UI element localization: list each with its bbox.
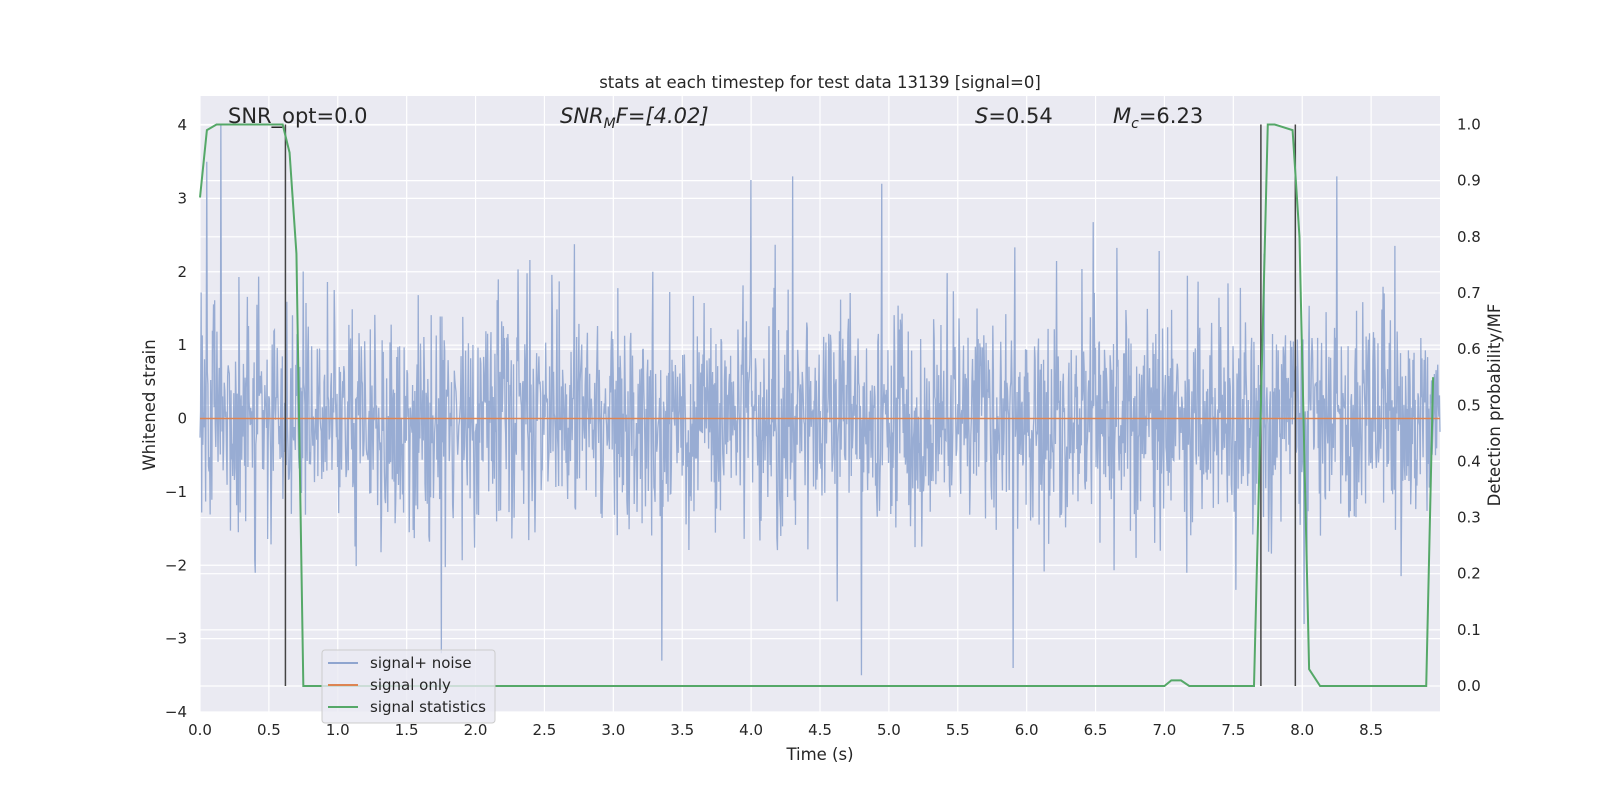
left-y-axis-ticks: −4 −3 −2 −1 0 1 2 3 4 bbox=[165, 116, 187, 721]
annotation-snr-mf-main: SNR bbox=[560, 104, 604, 128]
annotation-snr-mf-sub: M bbox=[604, 116, 616, 132]
annotation-mc-main: M bbox=[1113, 104, 1131, 128]
y-right-tick-label: 0.5 bbox=[1457, 396, 1481, 414]
legend-box bbox=[321, 649, 496, 724]
legend: signal+ noise signal only signal statist… bbox=[321, 649, 496, 724]
x-tick-label: 6.5 bbox=[1084, 721, 1108, 739]
y-left-tick-label: 2 bbox=[177, 263, 187, 281]
y-right-tick-label: 0.0 bbox=[1457, 677, 1481, 695]
y-left-tick-label: −4 bbox=[165, 703, 187, 721]
annotation-s: S=0.54 bbox=[975, 104, 1053, 128]
x-tick-label: 3.5 bbox=[670, 721, 694, 739]
y-left-tick-label: 0 bbox=[177, 410, 187, 428]
legend-label-signal-only: signal only bbox=[370, 676, 451, 694]
y-left-tick-label: −1 bbox=[165, 483, 187, 501]
annotation-snr-opt: SNR_opt=0.0 bbox=[228, 104, 368, 129]
x-axis-label: Time (s) bbox=[785, 745, 853, 764]
y-right-tick-label: 0.8 bbox=[1457, 228, 1481, 246]
chart-title: stats at each timestep for test data 131… bbox=[599, 73, 1041, 92]
left-y-axis-label: Whitened strain bbox=[140, 339, 159, 470]
annotation-mc: Mc=6.23 bbox=[1113, 104, 1203, 132]
signal-statistics-line bbox=[199, 123, 1435, 687]
x-tick-label: 8.0 bbox=[1290, 721, 1314, 739]
x-tick-label: 8.5 bbox=[1359, 721, 1383, 739]
x-tick-label: 5.0 bbox=[877, 721, 901, 739]
x-tick-label: 3.0 bbox=[601, 721, 625, 739]
y-left-tick-label: −3 bbox=[165, 630, 187, 648]
annotation-s-main: S bbox=[975, 104, 988, 128]
right-y-axis-ticks: 0.0 0.1 0.2 0.3 0.4 0.5 0.6 0.7 0.8 0.9 1.0 bbox=[1457, 116, 1481, 696]
y-right-tick-label: 0.1 bbox=[1457, 621, 1481, 639]
x-tick-label: 1.5 bbox=[395, 721, 419, 739]
y-right-tick-label: 0.9 bbox=[1457, 172, 1481, 190]
y-right-tick-label: 0.7 bbox=[1457, 284, 1481, 302]
x-axis-ticks: 0.0 0.5 1.0 1.5 2.0 2.5 3.0 3.5 4.0 4.5 5.0 5.5 6.0 6… bbox=[188, 721, 1383, 739]
signal-noise-line bbox=[199, 124, 1441, 676]
y-right-tick-label: 0.4 bbox=[1457, 452, 1481, 470]
x-tick-label: 7.5 bbox=[1221, 721, 1245, 739]
annotation-s-rest: =0.54 bbox=[988, 104, 1052, 128]
annotation-mc-rest: =6.23 bbox=[1139, 104, 1203, 128]
y-left-tick-label: −2 bbox=[165, 556, 187, 574]
legend-label-noise: signal+ noise bbox=[370, 654, 472, 672]
y-right-tick-label: 1.0 bbox=[1457, 116, 1481, 134]
y-left-tick-label: 3 bbox=[177, 189, 187, 207]
annotation-mc-sub: c bbox=[1131, 116, 1139, 132]
y-right-tick-label: 0.2 bbox=[1457, 565, 1481, 583]
annotation-snr-mf-rest: F=[4.02] bbox=[616, 104, 709, 128]
annotation-snr-mf: SNRMF=[4.02] bbox=[560, 104, 709, 132]
y-left-tick-label: 4 bbox=[177, 116, 187, 134]
x-tick-label: 2.5 bbox=[533, 721, 557, 739]
x-tick-label: 2.0 bbox=[464, 721, 488, 739]
legend-label-statistics: signal statistics bbox=[370, 698, 486, 716]
x-tick-label: 1.0 bbox=[326, 721, 350, 739]
x-tick-label: 7.0 bbox=[1153, 721, 1177, 739]
x-tick-label: 4.5 bbox=[808, 721, 832, 739]
signal-statistics-series bbox=[199, 123, 1435, 687]
x-tick-label: 0.0 bbox=[188, 721, 212, 739]
right-y-axis-label: Detection probability/MF bbox=[1485, 304, 1504, 507]
signal-noise-series bbox=[199, 124, 1441, 676]
x-tick-label: 6.0 bbox=[1015, 721, 1039, 739]
y-left-tick-label: 1 bbox=[177, 336, 187, 354]
x-tick-label: 0.5 bbox=[257, 721, 281, 739]
y-right-tick-label: 0.3 bbox=[1457, 509, 1481, 527]
x-tick-label: 4.0 bbox=[739, 721, 763, 739]
x-tick-label: 5.5 bbox=[946, 721, 970, 739]
y-right-tick-label: 0.6 bbox=[1457, 340, 1481, 358]
